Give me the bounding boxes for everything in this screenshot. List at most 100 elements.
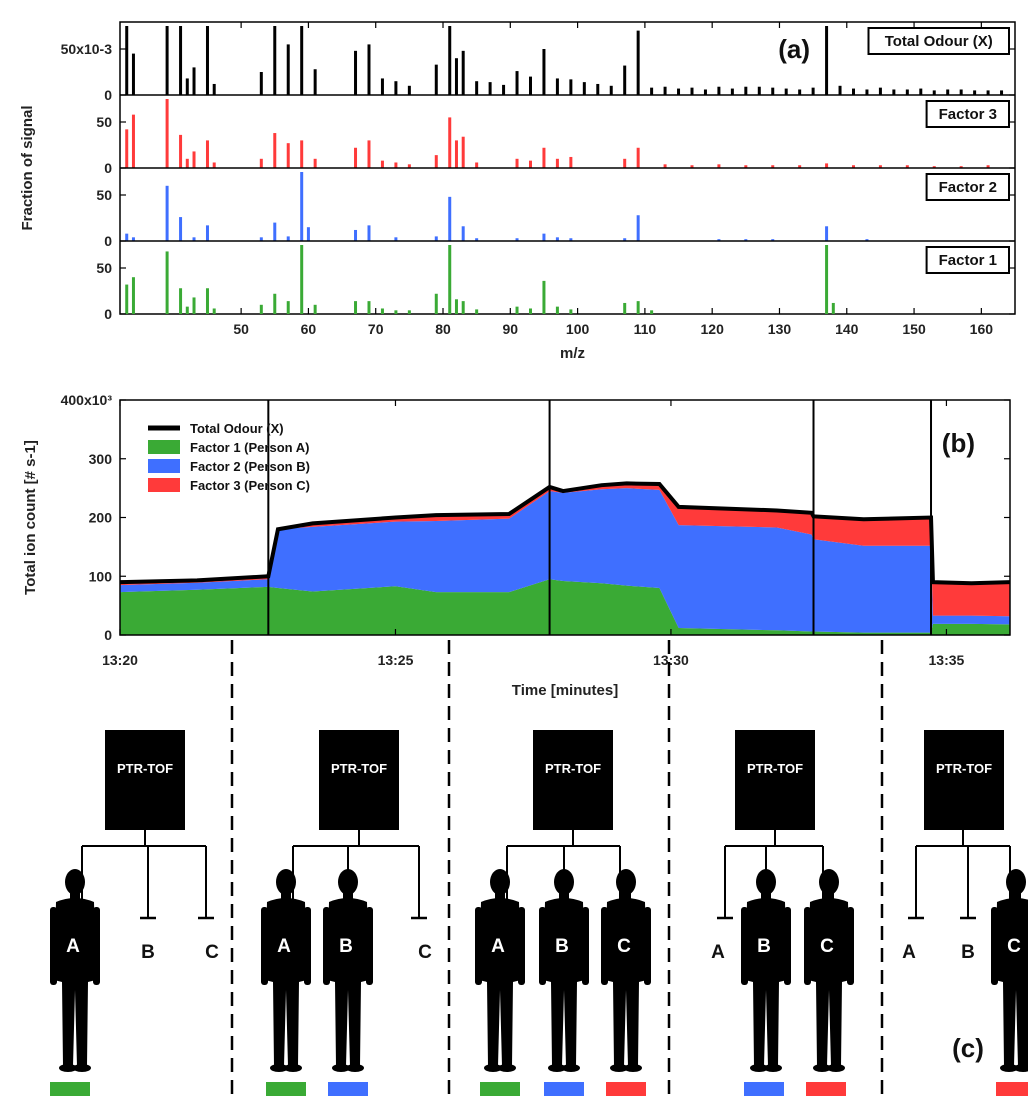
- factor-color-bar: [480, 1082, 520, 1096]
- person-silhouette: B: [539, 869, 589, 1072]
- person-body: [327, 898, 369, 1066]
- legend-swatch: [148, 459, 180, 473]
- legend-label: Factor 1 (Person A): [190, 440, 309, 455]
- x-tick-label: 100: [566, 321, 590, 337]
- legend-label: Factor 2 (Person B): [190, 459, 310, 474]
- person-head: [756, 869, 776, 895]
- series-legend-label: Total Odour (X): [885, 33, 993, 50]
- y-tick-label: 0: [104, 87, 112, 103]
- person-letter: A: [491, 936, 505, 957]
- factor-color-bar: [806, 1082, 846, 1096]
- person-body: [745, 898, 787, 1066]
- person-head: [616, 869, 636, 895]
- ptr-tof-box: [105, 730, 185, 830]
- person-letter: A: [277, 936, 291, 957]
- ptr-tof-box: [735, 730, 815, 830]
- factor-color-bar: [544, 1082, 584, 1096]
- x-tick-label: 140: [835, 321, 859, 337]
- person-letter: B: [339, 936, 353, 957]
- person-foot: [346, 1064, 364, 1072]
- factor-color-bar: [744, 1082, 784, 1096]
- absent-letter: A: [902, 942, 916, 963]
- person-arm: [991, 907, 998, 985]
- x-tick-label: 90: [503, 321, 519, 337]
- ptr-tof-label: PTR-TOF: [545, 761, 601, 776]
- absent-letter: A: [711, 942, 725, 963]
- person-silhouette: A: [50, 869, 100, 1072]
- person-letter: A: [66, 936, 80, 957]
- y-axis-title: Total ion count [# s-1]: [22, 440, 39, 595]
- person-body: [543, 898, 585, 1066]
- panel-a-spectra: 50x10-3 0 Total Odour (X) 50 0 Factor 3 50 0 Fac…: [19, 22, 1015, 362]
- person-letter: C: [820, 936, 834, 957]
- person-foot: [562, 1064, 580, 1072]
- legend-swatch: [148, 478, 180, 492]
- person-foot: [827, 1064, 845, 1072]
- person-head: [276, 869, 296, 895]
- legend-label: Total Odour (X): [190, 421, 284, 436]
- person-arm: [539, 907, 546, 985]
- person-arm: [582, 907, 589, 985]
- person-silhouette: C: [601, 869, 651, 1072]
- y-tick-label: 50: [96, 187, 112, 203]
- y-tick-label: 0: [104, 306, 112, 322]
- y-tick-label: 0: [104, 233, 112, 249]
- x-tick-label: 70: [368, 321, 384, 337]
- series-legend-label: Factor 1: [939, 252, 997, 269]
- person-body: [54, 898, 96, 1066]
- person-head: [490, 869, 510, 895]
- person-arm: [261, 907, 268, 985]
- x-tick-label: 13:20: [102, 652, 138, 668]
- person-silhouette: A: [261, 869, 311, 1072]
- factor-color-bar: [996, 1082, 1028, 1096]
- x-tick-label: 50: [233, 321, 249, 337]
- person-arm: [741, 907, 748, 985]
- y-tick-label: 300: [89, 451, 113, 467]
- y-tick-label: 50: [96, 114, 112, 130]
- person-head: [65, 869, 85, 895]
- ptr-tof-label: PTR-TOF: [331, 761, 387, 776]
- y-tick-label: 400x10³: [61, 392, 113, 408]
- x-tick-label: 150: [902, 321, 926, 337]
- panel-letter-a: (a): [778, 34, 810, 64]
- ptr-tof-box: [319, 730, 399, 830]
- person-head: [1006, 869, 1026, 895]
- panel-b-timeseries: 0100200300400x10³13:20 13:25 13:30 13:35Tim…: [22, 392, 1010, 699]
- person-foot: [624, 1064, 642, 1072]
- x-tick-label: 160: [970, 321, 994, 337]
- x-tick-label: 110: [634, 321, 657, 337]
- person-head: [338, 869, 358, 895]
- series-legend-label: Factor 2: [939, 179, 997, 196]
- person-body: [605, 898, 647, 1066]
- panel-letter-b: (b): [942, 428, 975, 458]
- person-arm: [304, 907, 311, 985]
- person-arm: [93, 907, 100, 985]
- person-silhouette: C: [991, 869, 1028, 1072]
- person-arm: [518, 907, 525, 985]
- absent-letter: C: [205, 942, 219, 963]
- ptr-tof-label: PTR-TOF: [936, 761, 992, 776]
- person-head: [819, 869, 839, 895]
- y-tick-label: 0: [104, 160, 112, 176]
- person-body: [479, 898, 521, 1066]
- person-body: [995, 898, 1028, 1066]
- legend-label: Factor 3 (Person C): [190, 478, 310, 493]
- legend-swatch: [148, 440, 180, 454]
- person-arm: [323, 907, 330, 985]
- x-axis-title: m/z: [560, 345, 585, 362]
- factor-color-bar: [328, 1082, 368, 1096]
- factor-color-bar: [266, 1082, 306, 1096]
- x-tick-label: 60: [301, 321, 317, 337]
- person-letter: B: [555, 936, 569, 957]
- person-arm: [804, 907, 811, 985]
- ptr-tof-box: [533, 730, 613, 830]
- person-foot: [284, 1064, 302, 1072]
- panel-c-schematic: PTR-TOF A B C PTR-TOF A B C PTR-TOF A B C PTR-TOF A B C…: [50, 640, 1028, 1099]
- person-silhouette: C: [804, 869, 854, 1072]
- person-silhouette: B: [741, 869, 791, 1072]
- person-arm: [50, 907, 57, 985]
- absent-letter: B: [141, 942, 155, 963]
- person-letter: C: [617, 936, 631, 957]
- person-letter: C: [1007, 936, 1021, 957]
